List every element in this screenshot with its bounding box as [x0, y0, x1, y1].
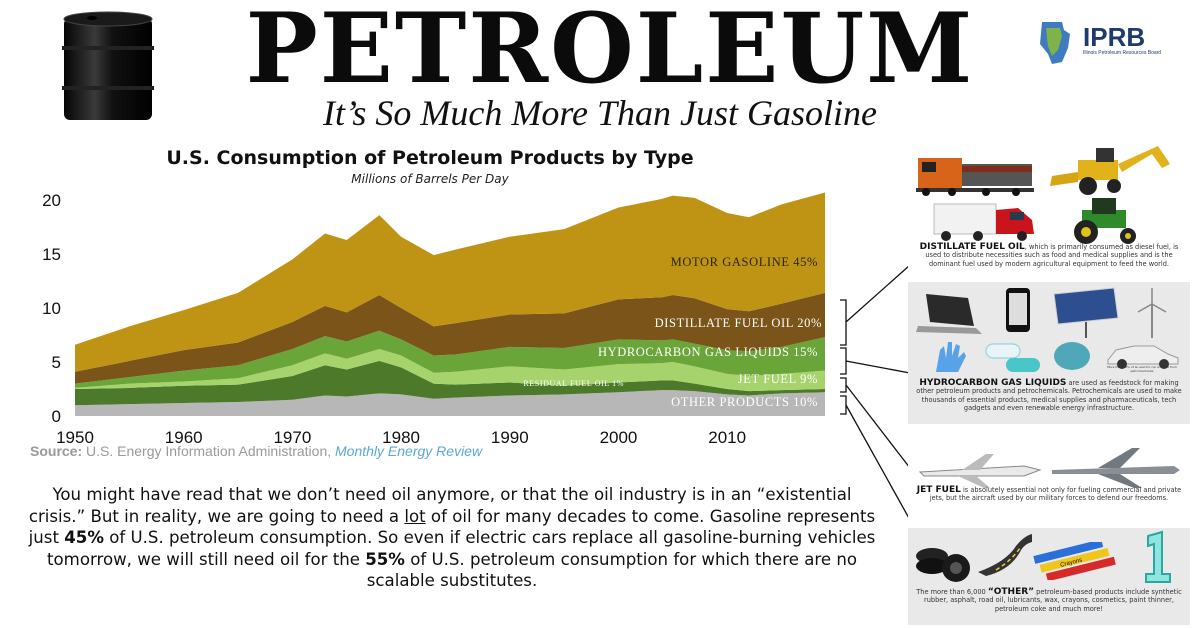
source-prefix: Source: — [30, 443, 83, 459]
hgl-heading: HYDROCARBON GAS LIQUIDS — [919, 378, 1067, 388]
x-tick-label: 2010 — [708, 428, 746, 447]
crayon-label: Crayons — [1060, 558, 1083, 569]
distillate-caption: DISTILLATE FUEL OIL, which is primarily … — [914, 243, 1184, 268]
page-subtitle: It’s So Much More Than Just Gasoline — [323, 93, 877, 133]
pill-capsules-icon — [985, 343, 1040, 372]
other-text: petroleum-based products include synthet… — [924, 588, 1182, 613]
crayons-icon: Crayons — [1033, 542, 1116, 580]
wind-turbine-icon — [1137, 288, 1167, 338]
smartphone-icon — [1006, 288, 1030, 332]
logo-subtext: Illinois Petroleum Resources Board — [1083, 50, 1162, 56]
medical-gloves-icon — [936, 342, 966, 372]
x-tick-label: 1990 — [491, 428, 529, 447]
train-icon — [916, 158, 1034, 196]
page-title: PETROLEUM — [245, 0, 975, 105]
distillate-text: , which is primarily consumed as diesel … — [925, 243, 1179, 268]
logo-text: IPRB — [1083, 22, 1146, 52]
face-mask-icon — [1054, 342, 1090, 370]
solar-panel-icon — [1053, 287, 1119, 338]
jet-text: is absolutely essential not only for fue… — [929, 486, 1182, 503]
x-tick-label: 1960 — [165, 428, 203, 447]
body-part-3: of U.S. petroleum consumption. So even i… — [47, 528, 876, 569]
semi-truck-icon — [933, 203, 1034, 241]
y-tick-label: 0 — [52, 407, 61, 426]
y-tick-label: 5 — [52, 353, 61, 372]
other-prefix: The more than 6,000 — [916, 588, 988, 596]
y-tick-label: 10 — [42, 299, 61, 318]
area-residual-fuel-oil — [75, 360, 825, 406]
backhoe-icon — [1050, 146, 1170, 195]
area-distillate-fuel-oil — [75, 292, 825, 384]
distillate-heading: DISTILLATE FUEL OIL — [919, 242, 1025, 252]
x-tick-label: 1980 — [382, 428, 420, 447]
asphalt-road-icon — [978, 534, 1032, 576]
area-motor-gasoline — [75, 192, 825, 372]
tires-icon — [916, 548, 970, 582]
iprb-logo — [1040, 22, 1070, 64]
oil-barrel-icon — [62, 11, 154, 120]
panel-distillate: DISTILLATE FUEL OIL, which is primarily … — [908, 140, 1190, 280]
hgl-caption: HYDROCARBON GAS LIQUIDS are used as feed… — [914, 379, 1184, 412]
area-label: OTHER PRODUCTS 10% — [671, 395, 818, 409]
stacked-area-chart: 0 5 10 15 20 1950 1960 1970 1980 1990 2000 2010 MOTO… — [42, 191, 825, 447]
hgl-text: are used as feedstock for making other p… — [916, 379, 1182, 412]
jet-caption: JET FUEL is absolutely essential not onl… — [914, 486, 1184, 503]
tractor-icon — [1074, 198, 1136, 244]
area-other-products — [75, 390, 825, 416]
panel-jet: JET FUEL is absolutely essential not onl… — [908, 428, 1190, 526]
body-part-1: You might have read that we don’t need o… — [28, 485, 852, 526]
jet-heading: JET FUEL — [916, 485, 961, 495]
other-heading: “OTHER” — [987, 587, 1035, 597]
chart-title: U.S. Consumption of Petroleum Products b… — [166, 147, 694, 169]
source-link[interactable]: Monthly Energy Review — [335, 443, 483, 459]
electric-car-icon — [1107, 345, 1179, 369]
x-tick-label: 1950 — [56, 428, 94, 447]
chart-unit: Millions of Barrels Per Day — [351, 172, 509, 186]
source-text: U.S. Energy Information Administration, — [82, 443, 336, 459]
body-paragraph: You might have read that we don’t need o… — [22, 484, 882, 592]
y-tick-label: 20 — [42, 191, 61, 210]
laptop-icon — [916, 294, 982, 334]
body-emphasis-lot: lot — [404, 506, 426, 526]
source-note: Source: U.S. Energy Information Administ… — [30, 443, 482, 459]
area-label: HYDROCARBON GAS LIQUIDS 15% — [598, 345, 818, 359]
body-part-2: of oil for many decades to come. Gasolin… — [28, 506, 876, 548]
area-jet-fuel — [75, 349, 825, 392]
panel-hgl: More than 70% of an electric car is made… — [908, 282, 1190, 424]
private-jet-icon — [918, 454, 1042, 488]
panel-other: Crayons The more than 6,000 “OTHER” petr… — [908, 528, 1190, 625]
ev-note: More than 70% of an electric car is made… — [1107, 365, 1177, 373]
body-part-4: of U.S. petroleum consumption for which … — [366, 549, 857, 591]
area-label: MOTOR GASOLINE 45% — [671, 255, 818, 269]
fighter-jet-icon — [1052, 448, 1180, 488]
body-stat-55: 55% — [365, 549, 405, 569]
product-panels: DISTILLATE FUEL OIL, which is primarily … — [908, 140, 1190, 625]
area-hydrocarbon-gas-liquids — [75, 330, 825, 388]
other-caption: The more than 6,000 “OTHER” petroleum-ba… — [914, 588, 1184, 613]
area-label: RESIDUAL FUEL OIL 1% — [523, 379, 624, 388]
x-tick-label: 1970 — [273, 428, 311, 447]
area-label: JET FUEL 9% — [738, 372, 818, 386]
y-tick-label: 15 — [42, 245, 61, 264]
x-tick-label: 2000 — [600, 428, 638, 447]
area-label: DISTILLATE FUEL OIL 20% — [655, 316, 822, 330]
body-stat-45: 45% — [64, 528, 104, 547]
birthday-candle-icon — [1145, 530, 1171, 583]
